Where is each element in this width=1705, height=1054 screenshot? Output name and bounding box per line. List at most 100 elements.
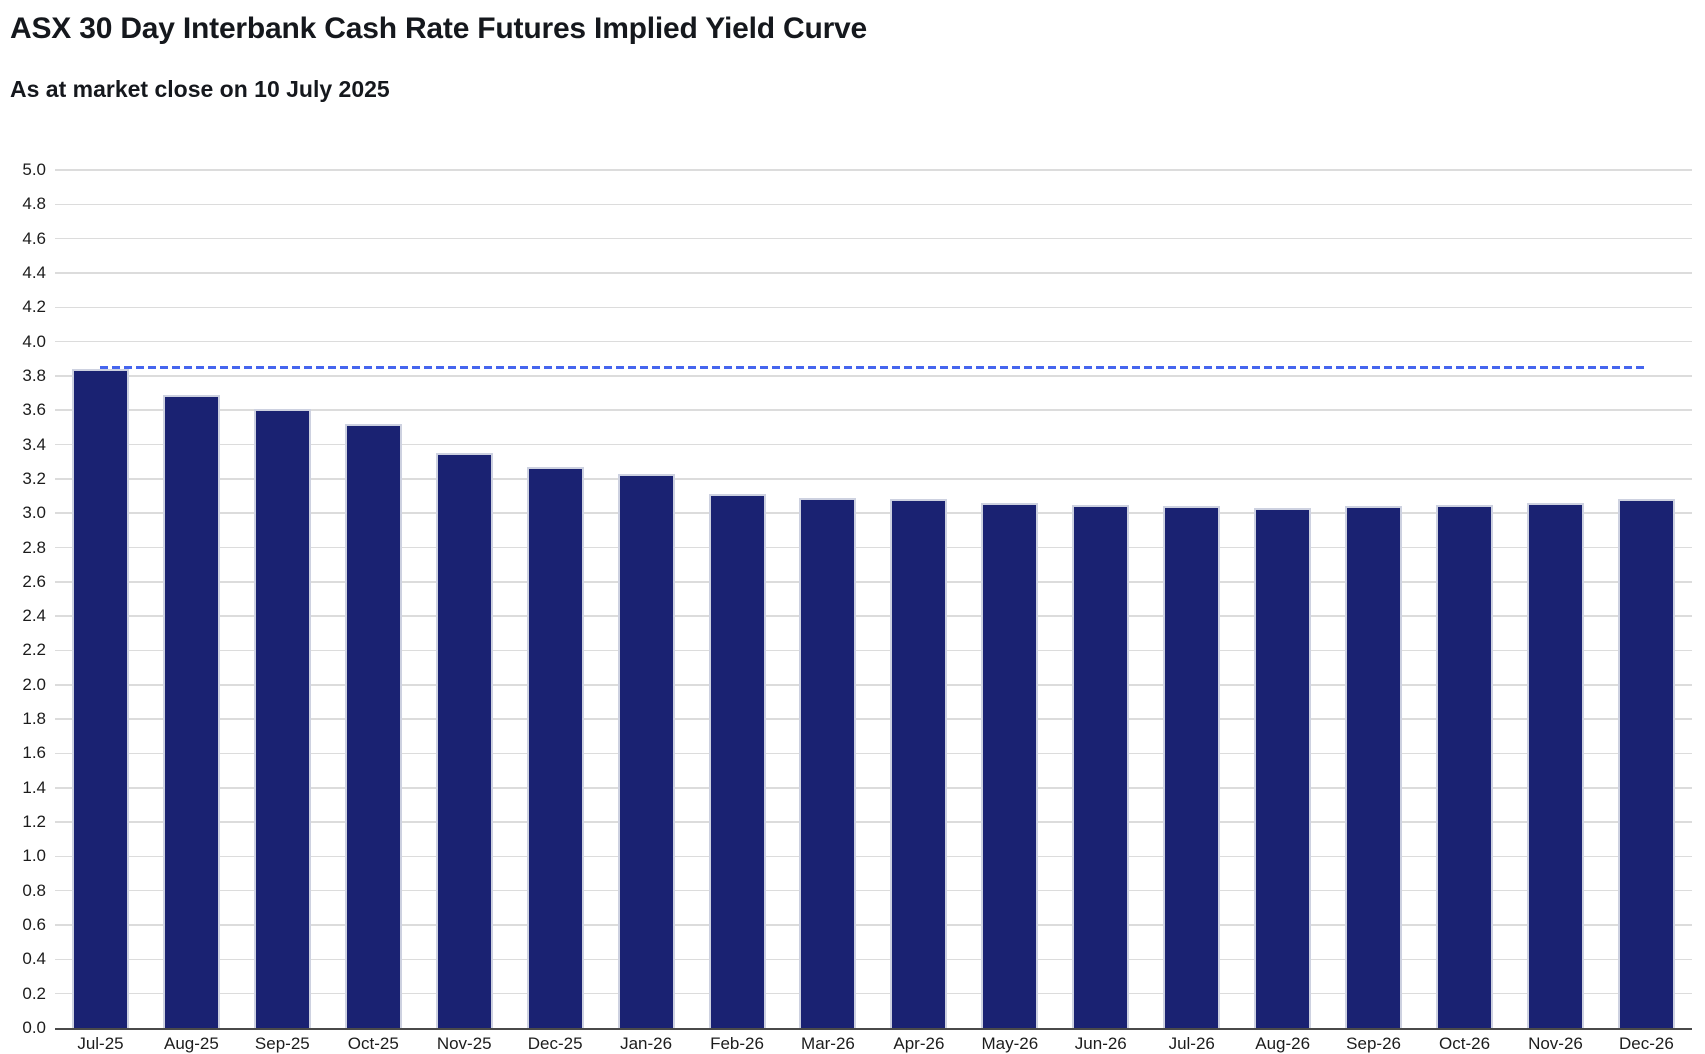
bar-oct-26[interactable] [1436,504,1494,1028]
bar-slot [146,170,237,1028]
x-axis-tick-label: Aug-26 [1255,1034,1311,1053]
x-axis-tick-label: Dec-25 [527,1034,583,1053]
gridline [55,649,1692,652]
bar-slot [1055,170,1146,1028]
gridline [55,821,1692,823]
gridline [55,512,1692,514]
gridline [55,581,1692,583]
y-axis-tick-label: 3.0 [22,503,46,523]
y-axis-tick-label: 2.2 [22,640,46,660]
y-axis-tick-label: 2.6 [22,571,46,591]
y-axis-tick-label: 0.2 [22,983,46,1003]
y-axis-tick-label: 1.8 [22,709,46,729]
bar-slot [1510,170,1601,1028]
bar-series [55,170,1692,1028]
y-axis-tick-label: 0.8 [22,880,46,900]
chart-title: ASX 30 Day Interbank Cash Rate Futures I… [10,12,868,45]
x-axis-tick-label: Apr-26 [893,1034,945,1053]
gridline [55,375,1692,377]
gridline [55,306,1692,309]
y-axis-tick-label: 5.0 [22,160,46,179]
gridline [55,684,1692,686]
y-axis-tick-label: 4.4 [22,262,46,282]
bar-jun-26[interactable] [1072,504,1130,1028]
y-axis-tick-label: 3.4 [22,434,46,454]
y-axis-tick-label: 0.0 [22,1018,46,1037]
x-axis-tick-label: May-26 [981,1034,1039,1053]
y-axis-tick-label: 3.8 [22,365,46,385]
bar-aug-25[interactable] [162,394,220,1028]
gridline [55,237,1692,240]
bar-aug-26[interactable] [1254,508,1312,1028]
gridline [55,203,1692,206]
x-axis-tick-label: Dec-26 [1619,1034,1674,1053]
gridline [55,169,1692,171]
x-axis-tick-label: Nov-26 [1528,1034,1583,1053]
bar-slot [419,170,510,1028]
plot-area [55,169,1692,1030]
gridline [55,443,1692,446]
gridline [55,478,1692,480]
y-axis-tick-label: 1.6 [22,743,46,763]
x-axis-tick-label: Jul-25 [77,1034,124,1053]
bar-slot [1146,170,1237,1028]
bar-jul-26[interactable] [1163,506,1221,1028]
x-axis-tick-label: Aug-25 [163,1034,219,1053]
bar-apr-26[interactable] [890,499,948,1028]
gridline [55,924,1692,926]
bar-mar-26[interactable] [799,497,857,1028]
yield-curve-chart: 5.0 4.8 4.6 4.4 4.2 4.0 3.8 3.6 3.4 3.2 3.0 2.8 2.6 2… [0,160,1705,1053]
x-axis-tick-label: Oct-25 [347,1034,399,1053]
x-axis-tick-label: Jul-26 [1168,1034,1215,1053]
x-axis-tick-label: Sep-26 [1346,1034,1401,1053]
bar-nov-25[interactable] [435,453,493,1028]
gridline [55,546,1692,549]
bar-slot [1237,170,1328,1028]
bar-dec-25[interactable] [526,466,584,1028]
y-axis-tick-label: 0.6 [22,915,46,935]
y-axis-tick-label: 3.2 [22,468,46,488]
bar-sep-26[interactable] [1345,506,1403,1028]
gridline [55,340,1692,343]
y-axis-tick-label: 2.8 [22,537,46,557]
cash-rate-reference-line [100,365,1647,369]
bar-nov-26[interactable] [1526,502,1584,1028]
bar-slot [601,170,692,1028]
x-axis-tick-label: Jun-26 [1074,1034,1127,1053]
y-axis-tick-label: 2.4 [22,606,46,626]
y-axis-tick-label: 4.8 [22,194,46,214]
bar-dec-26[interactable] [1617,499,1675,1028]
gridline [55,992,1692,995]
bar-slot [783,170,874,1028]
bar-may-26[interactable] [981,502,1039,1028]
gridline [55,615,1692,617]
gridline [55,855,1692,858]
x-axis-tick-label: Nov-25 [436,1034,492,1053]
y-axis: 5.0 4.8 4.6 4.4 4.2 4.0 3.8 3.6 3.4 3.2 3.0 2.8 2.6 2… [0,160,46,1037]
bar-slot [510,170,601,1028]
bar-slot [1328,170,1419,1028]
gridline [55,958,1692,961]
bar-feb-26[interactable] [708,494,766,1028]
x-axis-tick-label: Mar-26 [801,1034,855,1053]
gridline [55,272,1692,274]
bar-slot [1601,170,1692,1028]
gridline [55,752,1692,755]
y-axis-tick-label: 1.4 [22,777,46,797]
x-axis-tick-label: Oct-26 [1439,1034,1491,1053]
y-axis-tick-label: 2.0 [22,674,46,694]
y-axis-tick-label: 1.0 [22,846,46,866]
chart-subtitle: As at market close on 10 July 2025 [10,76,390,102]
bar-sep-25[interactable] [253,408,311,1028]
bar-slot [55,170,146,1028]
bar-jul-25[interactable] [71,369,129,1028]
bar-jan-26[interactable] [617,473,675,1028]
y-axis-tick-label: 4.2 [22,297,46,317]
x-axis-tick-label: Jan-26 [620,1034,673,1053]
y-axis-tick-label: 3.6 [22,400,46,420]
bar-oct-25[interactable] [344,423,402,1028]
y-axis-tick-label: 4.6 [22,228,46,248]
gridline [55,889,1692,892]
bar-slot [873,170,964,1028]
